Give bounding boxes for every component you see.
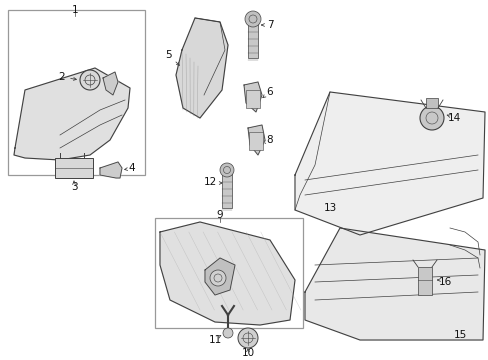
Bar — [425, 98, 437, 108]
Circle shape — [220, 163, 234, 177]
Polygon shape — [103, 72, 118, 95]
Text: 2: 2 — [59, 72, 65, 82]
Text: 1: 1 — [72, 5, 78, 15]
Bar — [245, 90, 260, 108]
Text: 3: 3 — [71, 182, 77, 192]
Bar — [155, 218, 303, 328]
Text: 12: 12 — [203, 177, 216, 187]
Polygon shape — [247, 125, 264, 155]
Bar — [417, 267, 431, 295]
Polygon shape — [160, 222, 294, 325]
Text: 14: 14 — [447, 113, 460, 123]
Text: 5: 5 — [164, 50, 171, 60]
Polygon shape — [305, 228, 484, 340]
Text: 8: 8 — [266, 135, 273, 145]
Text: 11: 11 — [208, 335, 221, 345]
Text: 6: 6 — [266, 87, 273, 97]
Circle shape — [209, 270, 225, 286]
Polygon shape — [294, 92, 484, 235]
Circle shape — [419, 106, 443, 130]
Circle shape — [244, 11, 261, 27]
Polygon shape — [176, 18, 227, 118]
Bar — [55, 158, 93, 178]
Bar — [247, 23, 258, 58]
Polygon shape — [100, 162, 122, 178]
Polygon shape — [14, 68, 130, 160]
Bar — [8, 10, 145, 175]
Polygon shape — [204, 258, 235, 295]
Polygon shape — [244, 82, 262, 112]
Text: 16: 16 — [437, 277, 451, 287]
Circle shape — [238, 328, 258, 348]
Circle shape — [80, 70, 100, 90]
Bar — [222, 172, 231, 208]
Text: 15: 15 — [452, 330, 466, 340]
Text: 10: 10 — [241, 348, 254, 358]
Bar — [248, 132, 263, 150]
Text: 9: 9 — [216, 210, 223, 220]
Circle shape — [223, 328, 232, 338]
Text: 4: 4 — [128, 163, 135, 173]
Text: 7: 7 — [266, 20, 273, 30]
Text: 13: 13 — [323, 203, 336, 213]
